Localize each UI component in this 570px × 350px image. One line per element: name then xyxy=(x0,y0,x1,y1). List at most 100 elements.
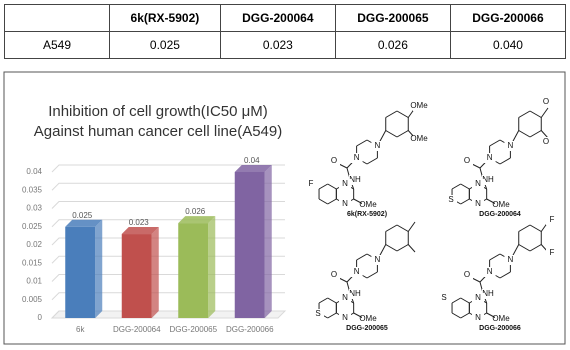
row-cell: A549 xyxy=(4,31,110,59)
atom-bg xyxy=(495,200,507,210)
atom-bg xyxy=(472,293,484,303)
atom-bg xyxy=(483,267,496,277)
bond xyxy=(385,244,398,252)
atom-bg xyxy=(362,200,374,210)
bar-top xyxy=(121,227,159,235)
atom-bg xyxy=(445,195,457,205)
bond xyxy=(356,253,368,261)
value-label: 0.026 xyxy=(185,207,206,216)
bond xyxy=(353,312,364,319)
bar xyxy=(121,234,152,318)
atom-bg xyxy=(540,97,552,107)
table-row: A549 0.025 0.023 0.026 0.040 xyxy=(4,31,567,59)
atom-bg xyxy=(328,270,340,280)
atom-bg xyxy=(504,141,517,151)
atom-bg xyxy=(546,248,558,258)
atom-bg xyxy=(483,153,496,163)
atom-bg xyxy=(339,179,351,189)
atom-label: N xyxy=(475,179,481,188)
atom-label: N xyxy=(475,199,481,208)
atom-bg xyxy=(461,156,473,166)
atom-label: N xyxy=(354,267,360,276)
structure-label: DGG-200065 xyxy=(346,325,388,332)
atom-label: N xyxy=(375,141,381,150)
atom-label: N xyxy=(342,293,348,302)
atom-bg xyxy=(482,289,494,299)
atom-bg xyxy=(350,153,363,163)
x-tick-label: DGG-200065 xyxy=(169,325,217,334)
atom-bg xyxy=(495,314,507,324)
bond xyxy=(518,224,531,232)
value-label: 0.023 xyxy=(129,218,150,227)
bond xyxy=(529,110,542,118)
atom-bg xyxy=(339,199,351,209)
bond xyxy=(327,297,337,304)
structure: O O N N O NH S N N OMe DGG-200064 xyxy=(445,97,552,218)
atom-label: F xyxy=(309,179,314,188)
slide-border xyxy=(3,71,566,345)
y-tick-label: 0.035 xyxy=(22,185,43,194)
structure-label: DGG-200064 xyxy=(479,211,521,218)
atom-label: N xyxy=(487,153,493,162)
bond xyxy=(385,130,398,138)
bond xyxy=(489,253,501,261)
atom-label: OMe xyxy=(492,314,510,323)
bond xyxy=(327,183,337,190)
bond xyxy=(486,312,497,319)
bond xyxy=(396,110,409,118)
atom-bg xyxy=(482,175,494,185)
bond xyxy=(396,244,409,252)
atom-label: OMe xyxy=(359,314,377,323)
bar xyxy=(65,226,96,318)
atom-label: N xyxy=(487,267,493,276)
bond xyxy=(396,224,409,232)
atom-bg xyxy=(504,255,517,265)
value-label: 0.025 xyxy=(72,211,93,220)
atom-label: O xyxy=(543,137,549,146)
atom-bg xyxy=(339,293,351,303)
y-tick-label: 0.02 xyxy=(26,240,42,249)
x-tick-label: DGG-200064 xyxy=(113,325,161,334)
bond xyxy=(486,198,497,205)
atom-label: S xyxy=(441,293,446,302)
atom-label: N xyxy=(342,179,348,188)
atom-bg xyxy=(472,199,484,209)
bond xyxy=(318,297,328,304)
bond xyxy=(385,110,398,118)
atom-label: N xyxy=(475,313,481,322)
chart-title: Against human cancer cell line(A549) xyxy=(34,123,282,140)
atom-label: S xyxy=(448,195,453,204)
atom-bg xyxy=(472,313,484,323)
grid-line xyxy=(51,182,285,191)
grid-line xyxy=(51,164,285,173)
atom-bg xyxy=(349,175,361,185)
bond xyxy=(396,130,409,138)
bar-side xyxy=(151,227,159,318)
bond xyxy=(451,312,461,319)
structure: F F N N O NH S N N OMe DGG-200066 xyxy=(438,215,558,332)
bond xyxy=(366,157,378,165)
atom-label: N xyxy=(342,199,348,208)
atom-label: OMe xyxy=(410,134,428,143)
bond xyxy=(327,312,337,319)
bond xyxy=(385,224,398,232)
y-tick-label: 0.025 xyxy=(22,222,43,231)
atom-label: OMe xyxy=(359,200,377,209)
bar-side xyxy=(95,219,103,318)
atom-bg xyxy=(461,270,473,280)
bond xyxy=(407,244,416,253)
bar-side xyxy=(208,216,216,318)
bar-top xyxy=(234,165,272,172)
atom-label: O xyxy=(543,97,549,106)
atom-bg xyxy=(349,289,361,299)
atom-bg xyxy=(328,156,340,166)
bar-top xyxy=(178,216,216,224)
atom-label: N xyxy=(475,293,481,302)
atom-bg xyxy=(312,309,324,319)
atom-label: N xyxy=(342,313,348,322)
bar-side xyxy=(264,165,272,318)
structure-label: 6k(RX-5902) xyxy=(347,211,387,218)
bond xyxy=(540,107,549,118)
